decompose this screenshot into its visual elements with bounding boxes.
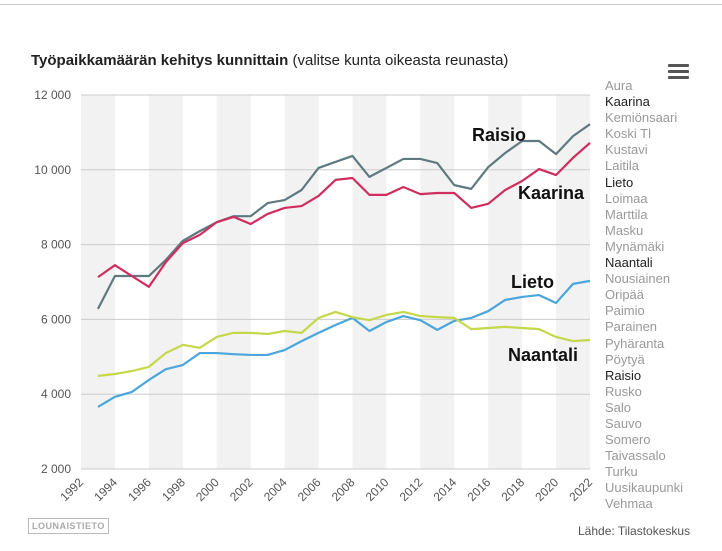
legend-item-vehmaa[interactable]: Vehmaa [605, 496, 653, 512]
legend-item-naantali[interactable]: Naantali [605, 255, 653, 271]
legend-item-masku[interactable]: Masku [605, 222, 644, 238]
legend-item-loimaa[interactable]: Loimaa [605, 190, 648, 206]
lounaistieto-logo: LOUNAISTIETO [28, 518, 109, 534]
x-tick-label: 1998 [159, 475, 188, 504]
legend-item-pyhäranta[interactable]: Pyhäranta [605, 335, 665, 351]
chart-title: Työpaikkamäärän kehitys kunnittain (vali… [31, 52, 508, 69]
legend-item-salo[interactable]: Salo [605, 399, 632, 415]
legend-item-oripää[interactable]: Oripää [605, 287, 645, 303]
series-label-lieto: Lieto [511, 272, 554, 292]
legend-item-mynämäki[interactable]: Mynämäki [605, 238, 665, 254]
x-tick-label: 2020 [532, 475, 561, 504]
x-tick-label: 2004 [261, 475, 290, 504]
x-tick-label: 2022 [566, 475, 595, 504]
title-main: Työpaikkamäärän kehitys kunnittain [31, 52, 289, 69]
x-tick-label: 2014 [431, 475, 460, 504]
y-tick-label: 2 000 [41, 462, 71, 476]
series-line-raisio [96, 123, 591, 310]
legend-item-aura[interactable]: Aura [605, 78, 633, 93]
y-tick-label: 12 000 [34, 88, 71, 102]
legend-item-lieto[interactable]: Lieto [605, 174, 634, 190]
legend-item-taivassalo[interactable]: Taivassalo [605, 448, 666, 464]
x-tick-label: 2016 [465, 475, 494, 504]
source-text: Lähde: Tilastokeskus [578, 524, 691, 538]
x-tick-label: 2012 [397, 475, 426, 504]
top-divider [0, 4, 722, 5]
x-tick-label: 2000 [193, 475, 222, 504]
y-tick-label: 10 000 [34, 163, 71, 177]
plot-band [81, 95, 115, 469]
legend-item-pöytyä[interactable]: Pöytyä [605, 351, 645, 367]
y-tick-label: 6 000 [41, 312, 71, 326]
series-label-raisio: Raisio [472, 125, 526, 145]
legend-item-nousiainen[interactable]: Nousiainen [605, 271, 671, 287]
x-tick-label: 2006 [295, 475, 324, 504]
legend-item-sauvo[interactable]: Sauvo [605, 415, 642, 431]
x-tick-label: 2002 [227, 475, 256, 504]
plot-band [420, 95, 455, 469]
municipality-legend: Aura Kaarina Kemiönsaari Koski Tl Kustavi Lai… [605, 78, 683, 513]
legend-item-kustavi[interactable]: Kustavi [605, 142, 648, 158]
legend-item-rusko[interactable]: Rusko [605, 383, 642, 399]
x-tick-label: 1992 [57, 475, 86, 504]
legend-item-laitila[interactable]: Laitila [605, 158, 639, 174]
legend-item-koski-tl[interactable]: Koski Tl [605, 126, 651, 142]
series-label-kaarina: Kaarina [518, 183, 585, 203]
legend-item-parainen[interactable]: Parainen [605, 319, 658, 335]
legend-item-uusikaupunki[interactable]: Uusikaupunki [605, 480, 684, 496]
plot-band [352, 95, 387, 469]
plot-band [216, 95, 251, 469]
title-hint: (valitse kunta oikeasta reunasta) [288, 52, 509, 69]
series-line-lieto [97, 279, 591, 408]
plot-band [488, 95, 523, 469]
series-label-naantali: Naantali [508, 345, 578, 365]
legend-item-raisio[interactable]: Raisio [605, 367, 642, 383]
y-tick-label: 4 000 [41, 387, 71, 401]
series-line-naantali [97, 310, 591, 377]
legend-item-turku[interactable]: Turku [605, 464, 638, 480]
x-tick-label: 2018 [498, 475, 527, 504]
legend-item-marttila[interactable]: Marttila [605, 206, 648, 222]
legend-item-kaarina[interactable]: Kaarina [605, 94, 650, 110]
hamburger-icon[interactable] [668, 64, 689, 82]
legend-item-somero[interactable]: Somero [605, 432, 651, 448]
legend-item-paimio[interactable]: Paimio [605, 303, 645, 319]
plot-band [284, 95, 319, 469]
x-tick-label: 2010 [363, 475, 392, 504]
series-line-kaarina [97, 142, 591, 288]
legend-item-kemiönsaari[interactable]: Kemiönsaari [605, 110, 678, 126]
y-tick-label: 8 000 [41, 238, 71, 252]
x-tick-label: 2008 [329, 475, 358, 504]
x-tick-label: 1994 [91, 475, 120, 504]
x-tick-label: 1996 [125, 475, 154, 504]
plot-band [148, 95, 183, 469]
